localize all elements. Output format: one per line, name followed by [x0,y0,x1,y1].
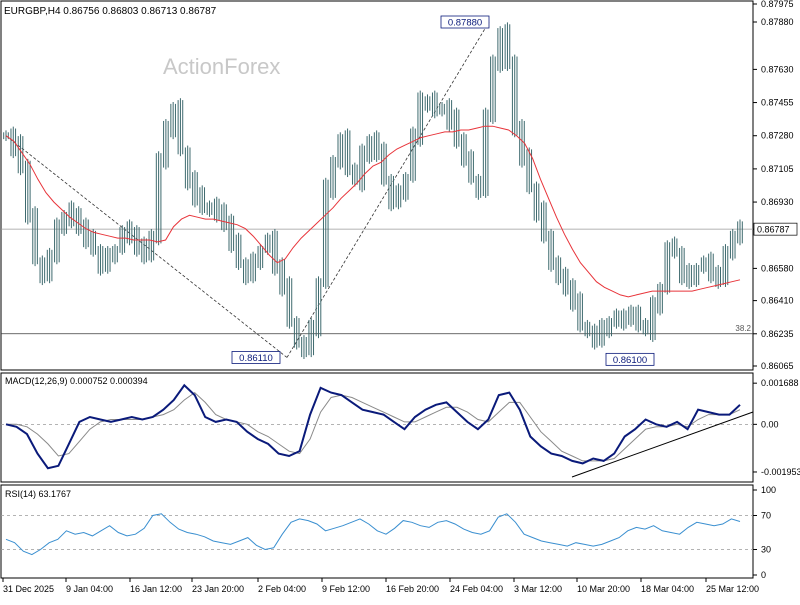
moving-average-line [5,125,741,298]
rsi-levels [1,515,753,550]
rsi-legend: RSI(14) 63.1767 [5,489,71,499]
price-annotation-box [440,15,490,29]
price-annotation-label: 0.87880 [448,18,482,29]
rsi-tick-label: 30 [761,545,771,555]
fib-level-label: 38.2 [735,324,751,333]
time-tick-label: 9 Jan 04:00 [66,584,113,594]
rsi-tick-label: 100 [761,485,776,495]
price-axis: 0.87975 0.87880 0.87630 0.87455 0.87280 0.871… [753,0,798,371]
time-tick-label: 23 Jan 20:00 [192,584,244,594]
price-gridlines: 38.2 [1,228,753,335]
watermark: ActionForex [163,54,280,79]
macd-tick-label: 0.00 [761,419,779,429]
current-price-label: 0.86787 [757,225,790,235]
price-tick-label: 0.86580 [761,263,794,273]
price-tick-label: 0.87975 [761,0,794,9]
time-tick-label: 10 Mar 20:00 [577,584,630,594]
macd-signal-line [6,391,741,462]
time-tick-label: 25 Mar 12:00 [706,584,759,594]
time-tick-label: 31 Dec 2025 [3,584,54,594]
time-tick-label: 2 Feb 04:00 [258,584,306,594]
price-annotation-box [605,352,655,366]
price-tick-label: 0.87280 [761,131,794,141]
macd-axis: 0.001688 0.00 -0.001953 [753,378,800,477]
rsi-panel-frame [0,484,754,579]
macd-tick-label: 0.001688 [761,378,799,388]
price-tick-label: 0.87880 [761,17,794,27]
rsi-tick-label: 0 [761,570,766,580]
macd-legend: MACD(12,26,9) 0.000752 0.000394 [5,376,148,386]
price-annotation-label: 0.86100 [613,355,647,366]
macd-line [5,383,741,470]
time-tick-label: 9 Feb 12:00 [322,584,370,594]
time-tick-label: 3 Mar 12:00 [514,584,562,594]
price-tick-label: 0.87455 [761,98,794,108]
chart-title: EURGBP,H4 0.86756 0.86803 0.86713 0.8678… [4,6,217,17]
time-tick-label: 16 Feb 20:00 [386,584,439,594]
time-axis: 31 Dec 2025 9 Jan 04:00 16 Jan 12:00 23 Jan… [2,578,759,594]
rsi-axis: 100 70 30 0 [753,485,776,580]
price-annotation-box [231,351,281,364]
price-annotation-label: 0.86110 [239,353,273,364]
price-tick-label: 0.87105 [761,164,794,174]
price-tick-label: 0.87630 [761,64,794,74]
macd-trendline [571,411,754,478]
zigzag-segment [286,21,490,358]
rsi-line [5,513,741,556]
time-tick-label: 16 Jan 12:00 [130,584,182,594]
price-tick-label: 0.86235 [761,329,794,339]
price-annotations: 0.87880 0.86110 0.86100 [231,15,655,366]
price-tick-label: 0.86930 [761,197,794,207]
macd-tick-label: -0.001953 [761,467,800,477]
time-tick-label: 18 Mar 04:00 [641,584,694,594]
price-panel-frame [0,0,754,371]
macd-panel-frame [0,372,754,483]
price-bars [3,22,743,359]
price-tick-label: 0.86410 [761,296,794,306]
time-tick-label: 24 Feb 04:00 [450,584,503,594]
current-price-box [753,222,798,236]
rsi-tick-label: 70 [761,511,771,521]
price-tick-label: 0.86065 [761,361,794,371]
